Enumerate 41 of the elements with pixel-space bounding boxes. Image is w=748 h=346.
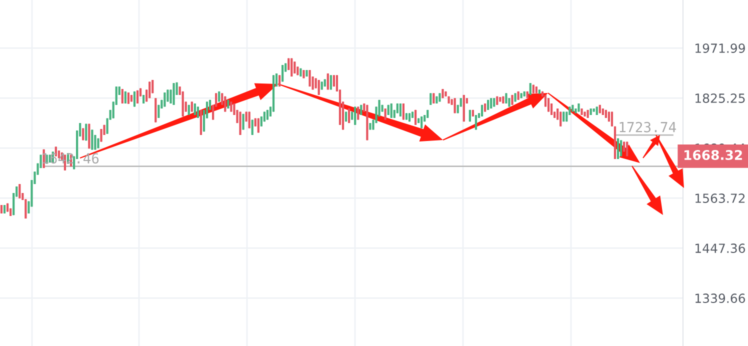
candlestick [172,82,175,106]
candlestick [318,80,320,96]
candlestick [399,103,402,117]
candlestick [505,92,508,104]
candlestick [18,184,21,199]
candlestick [430,92,432,106]
candlestick [239,111,242,136]
candlestick [620,140,622,157]
candlestick [124,91,126,104]
text: 1668.32 [684,150,742,160]
y-tick-label: 1563.72 [695,194,745,203]
candlestick [354,106,356,126]
y-tick-label: 1447.36 [695,244,746,253]
candlestick [414,110,417,126]
candlestick [136,90,139,104]
candlestick [547,98,550,112]
y-tick-label: 1339.66 [695,294,746,304]
candlestick [91,129,94,150]
candlestick [432,92,435,104]
y-tick-label: 1971.99 [695,44,745,53]
candlestick [490,98,492,109]
candlestick [474,114,478,130]
candlestick [308,70,311,87]
y-tick-label: 1825.25 [695,94,745,103]
candlestick [294,61,296,74]
candlestick [166,89,169,102]
candlestick [121,88,124,104]
candlestick [610,111,614,127]
candlestick [357,106,360,120]
candlestick [626,141,628,157]
candlestick [196,106,200,118]
candlestick [560,111,562,127]
candlestick [158,104,160,118]
candlestick [251,119,254,136]
candlestick [454,98,456,114]
candlestick [248,111,250,129]
ref-line-label: 1723.74 [620,122,676,132]
candlestick [148,81,151,99]
candlestick [330,74,332,90]
candlestick [529,82,532,96]
candlestick [390,103,392,118]
